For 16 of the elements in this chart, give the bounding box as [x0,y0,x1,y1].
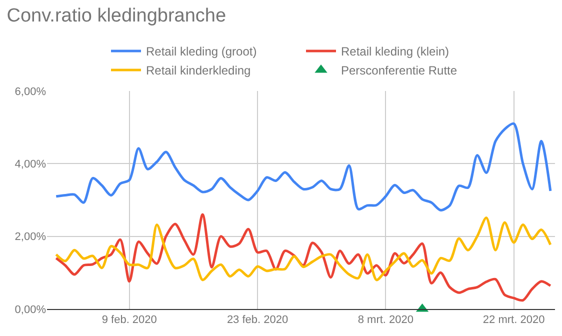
y-tick-label: 6,00% [14,86,46,98]
legend-label: Retail kinderkleding [146,64,251,78]
legend-label: Retail kleding (groot) [146,44,257,59]
x-tick-label: 22 mrt. 2020 [482,314,545,326]
legend-label: Retail kleding (klein) [341,44,450,59]
y-tick-label: 4,00% [14,158,46,171]
chart-title: Conv.ratio kledingbranche [6,6,226,27]
x-tick-label: 9 feb. 2020 [102,314,157,326]
line-series [54,122,552,212]
x-tick-label: 23 feb. 2020 [226,314,288,326]
y-tick-label: 0,00% [14,304,46,316]
line-series [54,213,552,302]
legend-label: Persconferentie Rutte [341,64,458,78]
y-tick-label: 2,00% [14,231,46,244]
x-tick-label: 8 mrt. 2020 [358,314,414,326]
line-series [54,216,552,282]
